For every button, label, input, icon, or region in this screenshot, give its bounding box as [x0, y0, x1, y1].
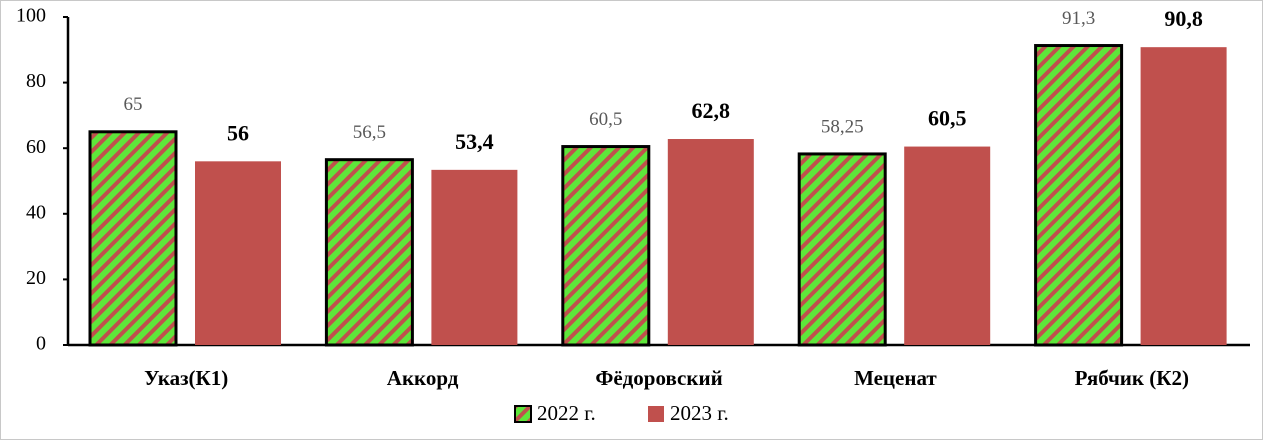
bar	[904, 146, 991, 345]
bar	[667, 139, 754, 345]
value-label: 90,8	[1164, 6, 1203, 31]
bar	[431, 169, 518, 345]
value-label: 56	[227, 120, 249, 145]
legend-label: 2023 г.	[670, 401, 729, 425]
bar	[324, 158, 414, 347]
x-tick-label: Меценат	[854, 366, 937, 390]
y-tick-label: 40	[26, 201, 46, 223]
bar	[195, 161, 281, 345]
bar	[1140, 47, 1227, 346]
y-tick-label: 60	[26, 136, 46, 158]
bar	[88, 130, 178, 347]
x-tick-label: Фёдоровский	[595, 366, 722, 390]
value-label: 53,4	[455, 129, 494, 154]
value-label: 62,8	[692, 98, 731, 123]
value-label: 60,5	[589, 109, 622, 130]
legend-swatch	[514, 405, 532, 423]
legend-label: 2022 г.	[537, 401, 596, 425]
x-tick-label: Аккорд	[387, 366, 459, 390]
y-tick-label: 20	[26, 267, 46, 289]
x-tick-label: Указ(К1)	[144, 366, 228, 390]
value-label: 65	[124, 94, 143, 115]
value-label: 58,25	[821, 116, 864, 137]
value-label: 56,5	[353, 122, 386, 143]
bar	[797, 152, 887, 347]
bar	[561, 145, 651, 347]
y-tick-label: 80	[26, 70, 46, 92]
legend-swatch	[648, 406, 664, 422]
y-tick-label: 100	[16, 5, 46, 27]
x-tick-label: Рябчик (К2)	[1075, 366, 1189, 390]
value-label: 60,5	[928, 106, 967, 131]
bar	[1034, 44, 1124, 347]
y-tick-label: 0	[36, 333, 46, 355]
value-label: 91,3	[1062, 8, 1095, 29]
